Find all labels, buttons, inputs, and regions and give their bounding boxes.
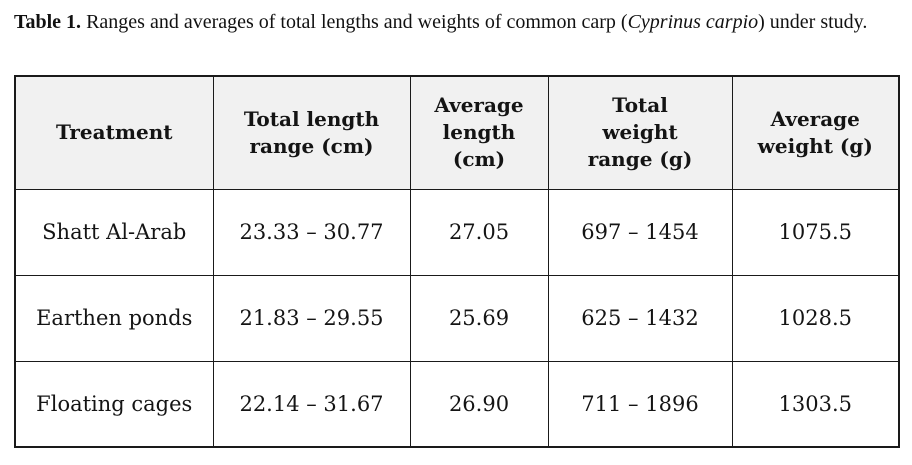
cell-weight-range: 711 – 1896 (547, 360, 733, 448)
caption-species-name: Cyprinus carpio (627, 11, 759, 33)
results-table: Treatment Total length range (cm) Averag… (14, 75, 900, 448)
table-body: Shatt Al-Arab 23.33 – 30.77 27.05 697 – … (14, 188, 900, 448)
header-row: Treatment Total length range (cm) Averag… (14, 75, 900, 190)
column-header-average-weight: Average weight (g) (731, 75, 900, 190)
cell-average-length: 25.69 (409, 274, 549, 362)
cell-weight-range: 625 – 1432 (547, 274, 733, 362)
column-header-treatment: Treatment (14, 75, 214, 190)
cell-average-length: 26.90 (409, 360, 549, 448)
table-caption: Table 1. Ranges and averages of total le… (14, 8, 898, 36)
column-header-total-length-range: Total length range (cm) (212, 75, 411, 190)
caption-suffix: ) under study. (758, 11, 868, 33)
cell-average-weight: 1303.5 (731, 360, 900, 448)
cell-weight-range: 697 – 1454 (547, 188, 733, 276)
cell-length-range: 23.33 – 30.77 (212, 188, 411, 276)
cell-length-range: 22.14 – 31.67 (212, 360, 411, 448)
table-row: Floating cages 22.14 – 31.67 26.90 711 –… (14, 360, 900, 448)
table-row: Shatt Al-Arab 23.33 – 30.77 27.05 697 – … (14, 188, 900, 276)
table-row: Earthen ponds 21.83 – 29.55 25.69 625 – … (14, 274, 900, 362)
cell-treatment: Floating cages (14, 360, 214, 448)
cell-treatment: Earthen ponds (14, 274, 214, 362)
cell-average-weight: 1075.5 (731, 188, 900, 276)
column-header-average-length: Average length (cm) (409, 75, 549, 190)
cell-average-length: 27.05 (409, 188, 549, 276)
cell-average-weight: 1028.5 (731, 274, 900, 362)
caption-text: Ranges and averages of total lengths and… (81, 11, 628, 33)
table-header: Treatment Total length range (cm) Averag… (14, 75, 900, 190)
column-header-total-weight-range: Total weight range (g) (547, 75, 733, 190)
cell-length-range: 21.83 – 29.55 (212, 274, 411, 362)
cell-treatment: Shatt Al-Arab (14, 188, 214, 276)
caption-label: Table 1. (14, 11, 82, 33)
